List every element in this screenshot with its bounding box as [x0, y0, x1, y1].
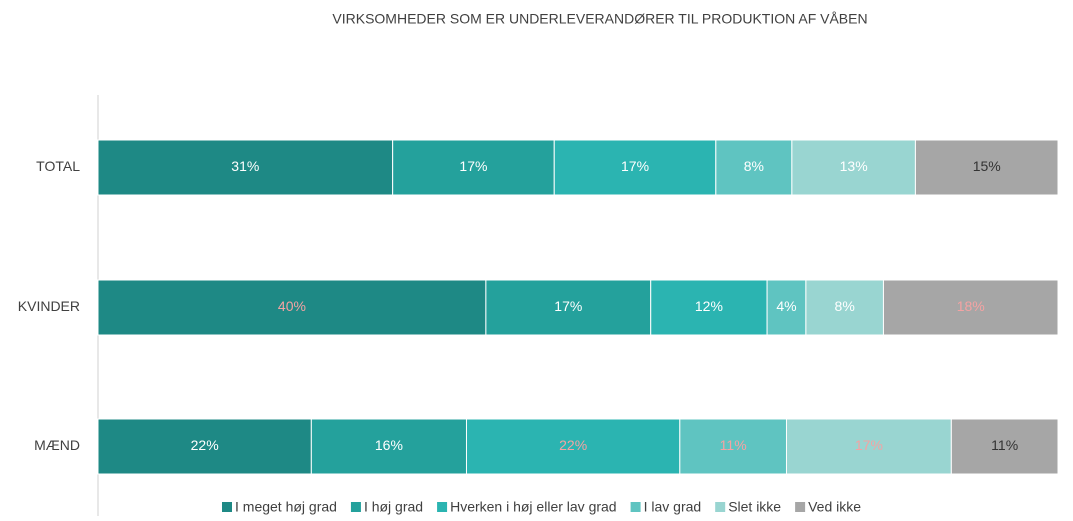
bar-segment — [310, 418, 467, 475]
data-label: 4% — [776, 298, 796, 314]
data-label: 8% — [744, 158, 764, 174]
data-label: 22% — [559, 437, 587, 453]
legend-swatch — [222, 502, 232, 512]
legend-label: Slet ikke — [728, 499, 781, 515]
legend-swatch — [715, 502, 726, 512]
data-label: 13% — [840, 158, 868, 174]
y-tick-label: TOTAL — [36, 158, 80, 174]
bar-segment — [882, 279, 1059, 336]
bar-segment — [97, 139, 394, 196]
legend-label: I høj grad — [364, 499, 423, 515]
bar-segment — [805, 279, 884, 336]
data-label: 15% — [973, 158, 1001, 174]
data-label: 40% — [278, 298, 306, 314]
legend-swatch — [630, 502, 641, 512]
bar-segment — [97, 418, 312, 475]
bar-segment — [679, 418, 787, 475]
data-label: 31% — [231, 158, 259, 174]
data-label: 17% — [855, 437, 883, 453]
data-label: 17% — [554, 298, 582, 314]
legend-swatch — [795, 502, 806, 512]
bar-segment — [950, 418, 1059, 475]
data-label: 18% — [957, 298, 985, 314]
data-label: 22% — [191, 437, 219, 453]
data-label: 17% — [459, 158, 487, 174]
bar-segment — [485, 279, 652, 336]
y-tick-label: KVINDER — [18, 298, 80, 314]
legend-label: I meget høj grad — [235, 499, 337, 515]
bar-segment — [392, 139, 555, 196]
data-label: 17% — [621, 158, 649, 174]
legend-label: Hverken i høj eller lav grad — [450, 499, 617, 515]
bar-segment — [650, 279, 768, 336]
chart-title: VIRKSOMHEDER SOM ER UNDERLEVERANDØRER TI… — [332, 11, 867, 27]
legend-swatch — [350, 502, 361, 512]
y-tick-label: MÆND — [34, 437, 80, 453]
bar-segment — [766, 279, 807, 336]
bar-segment — [914, 139, 1059, 196]
legend-label: Ved ikke — [808, 499, 861, 515]
data-label: 12% — [695, 298, 723, 314]
legend-label: I lav grad — [644, 499, 702, 515]
bar-segment — [785, 418, 952, 475]
bar-segment — [553, 139, 717, 196]
data-label: 16% — [375, 437, 403, 453]
bar-segment — [465, 418, 681, 475]
data-label: 11% — [991, 437, 1018, 453]
legend-swatch — [437, 502, 448, 512]
data-label: 8% — [835, 298, 855, 314]
data-label: 11% — [720, 437, 747, 453]
